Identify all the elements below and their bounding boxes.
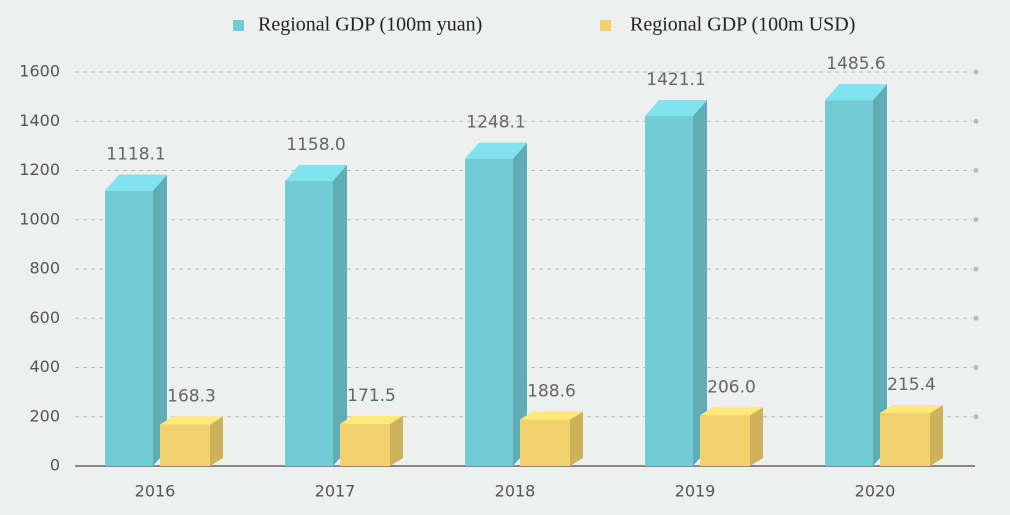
value-label: 168.3: [167, 387, 216, 407]
bar-top: [520, 411, 583, 420]
grid-dot: [973, 168, 979, 173]
bar: [645, 116, 693, 466]
legend-label: Regional GDP (100m USD): [630, 14, 855, 36]
bar: [340, 423, 390, 466]
bar-top: [285, 164, 347, 181]
bar: [700, 415, 750, 466]
value-label: 171.5: [347, 386, 396, 406]
y-tick-label: 600: [29, 308, 60, 327]
grid-dot: [973, 217, 979, 223]
value-label: 1158.0: [286, 135, 345, 155]
bar: [520, 419, 570, 466]
y-tick-label: 1200: [19, 160, 60, 179]
bar-top: [105, 174, 167, 191]
value-label: 215.4: [887, 375, 936, 395]
grid-dot: [973, 69, 979, 75]
bar: [465, 158, 513, 466]
grid-dot: [973, 266, 979, 272]
x-tick-label: 2017: [315, 482, 356, 501]
bar-side: [930, 404, 943, 466]
bar-top: [465, 142, 527, 159]
value-label: 1421.1: [646, 70, 705, 90]
bar-side: [513, 142, 527, 466]
bar-side: [570, 411, 583, 466]
y-tick-label: 0: [50, 456, 60, 475]
x-tick-label: 2019: [675, 482, 716, 501]
bar: [285, 180, 333, 466]
value-label: 1485.6: [826, 54, 885, 74]
value-label: 1248.1: [466, 113, 525, 133]
bar: [880, 412, 930, 466]
bar-side: [333, 164, 347, 466]
grid-dot: [973, 414, 979, 420]
bar-side: [210, 416, 223, 466]
y-tick-label: 1000: [19, 209, 60, 228]
y-tick-label: 800: [29, 259, 60, 278]
value-label: 1118.1: [106, 145, 165, 165]
y-tick-label: 200: [29, 406, 60, 425]
grid-dot: [973, 365, 979, 370]
bar-side: [693, 100, 707, 466]
bar-top: [825, 84, 887, 101]
legend-label: Regional GDP (100m yuan): [258, 14, 482, 36]
bar-top: [645, 100, 707, 117]
bar-side: [390, 415, 403, 466]
y-tick-label: 400: [29, 357, 60, 376]
bar-top: [340, 415, 403, 424]
bar: [825, 100, 873, 467]
bar: [105, 190, 153, 466]
bar-side: [153, 174, 167, 466]
bar-side: [873, 84, 887, 467]
x-tick-label: 2016: [135, 482, 176, 501]
y-tick-label: 1400: [19, 111, 60, 130]
bar-top: [880, 404, 943, 413]
bar-top: [160, 416, 223, 425]
x-tick-label: 2020: [855, 482, 896, 501]
bar-side: [750, 407, 763, 466]
grid-dot: [973, 118, 979, 124]
bar: [160, 424, 210, 466]
grid-dot: [973, 315, 979, 321]
bar-top: [700, 407, 763, 416]
legend-swatch: [600, 20, 611, 31]
x-tick-label: 2018: [495, 482, 536, 501]
legend-swatch: [233, 20, 244, 31]
value-label: 188.6: [527, 382, 576, 402]
value-label: 206.0: [707, 377, 756, 397]
y-tick-label: 1600: [19, 62, 60, 81]
